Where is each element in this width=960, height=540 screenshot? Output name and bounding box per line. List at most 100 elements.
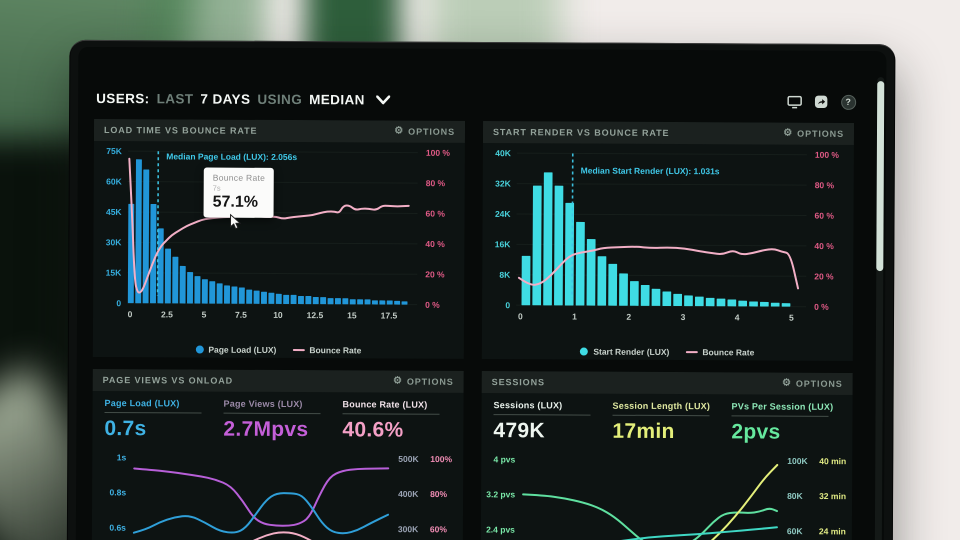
header-segment: LAST bbox=[156, 90, 194, 106]
gear-icon: ⚙ bbox=[783, 127, 794, 139]
header-icon-group: ? bbox=[786, 94, 856, 110]
svg-text:40K: 40K bbox=[495, 148, 512, 158]
sessions-line bbox=[598, 526, 778, 540]
legend-line-icon bbox=[292, 349, 305, 352]
help-icon[interactable]: ? bbox=[840, 94, 856, 110]
dashboard-screen: USERS: LAST 7 DAYS USING MEDIAN bbox=[75, 46, 887, 540]
options-button[interactable]: ⚙ OPTIONS bbox=[394, 126, 456, 137]
metric-value: 2.7Mpvs bbox=[223, 417, 309, 442]
svg-text:45K: 45K bbox=[106, 207, 123, 217]
legend-item: Bounce Rate bbox=[685, 347, 754, 357]
chart-legend: Page Load (LUX) Bounce Rate bbox=[93, 344, 464, 356]
svg-text:5: 5 bbox=[202, 310, 207, 320]
svg-text:4 pvs: 4 pvs bbox=[494, 454, 516, 464]
svg-text:0: 0 bbox=[128, 309, 133, 319]
metric-page-views: Page Views (LUX) 2.7Mpvs bbox=[223, 399, 332, 443]
svg-text:5: 5 bbox=[789, 313, 794, 323]
svg-text:24K: 24K bbox=[495, 209, 512, 219]
svg-text:0: 0 bbox=[116, 298, 121, 308]
scrollbar-thumb[interactable] bbox=[876, 81, 885, 272]
svg-text:7.5: 7.5 bbox=[235, 310, 247, 320]
panel-load-time-vs-bounce-rate: LOAD TIME VS BOUNCE RATE ⚙ OPTIONS Bounc… bbox=[92, 118, 466, 359]
svg-text:30K: 30K bbox=[106, 237, 123, 247]
header-segment: MEDIAN bbox=[309, 91, 365, 107]
start-render-chart[interactable]: 40K 100 % 32K 80 % 24K 60 % 16K 40 % 8K 20 % 0 0 % 0… bbox=[482, 143, 854, 361]
gear-icon: ⚙ bbox=[781, 377, 792, 389]
page-views-line bbox=[133, 467, 390, 527]
svg-text:20 %: 20 % bbox=[425, 269, 445, 279]
metric-label: Session Length (LUX) bbox=[612, 400, 711, 412]
svg-text:300K: 300K bbox=[398, 524, 419, 534]
metric-value: 0.7s bbox=[104, 417, 147, 441]
metric-divider bbox=[612, 414, 710, 417]
session-length-line bbox=[521, 463, 779, 540]
svg-text:20 %: 20 % bbox=[814, 271, 834, 281]
metric-bounce-rate: Bounce Rate (LUX) 40.6% bbox=[342, 399, 451, 443]
svg-text:2.4 pvs: 2.4 pvs bbox=[486, 525, 515, 535]
panel-sessions: SESSIONS ⚙ OPTIONS Sessions (LUX) 479K bbox=[480, 371, 853, 540]
svg-text:10: 10 bbox=[273, 310, 283, 320]
metric-pvs-per-session: PVs Per Session (LUX) 2pvs bbox=[731, 401, 840, 445]
legend-line-icon bbox=[685, 351, 698, 354]
scrollbar-track[interactable] bbox=[874, 77, 885, 540]
metrics-row: Sessions (LUX) 479K Session Length (LUX)… bbox=[481, 393, 852, 445]
legend-dot-icon bbox=[580, 347, 589, 356]
svg-text:24 min: 24 min bbox=[819, 526, 846, 536]
panel-header: PAGE VIEWS VS ONLOAD ⚙ OPTIONS bbox=[92, 368, 464, 393]
bounce-rate-line bbox=[188, 531, 389, 540]
legend-item: Bounce Rate bbox=[292, 345, 361, 355]
legend-label: Start Render (LUX) bbox=[593, 346, 670, 357]
chart-tooltip: Bounce Rate 7s 57.1% bbox=[203, 167, 275, 218]
page-views-sparkline-chart[interactable]: 1s 0.8s 0.6s 500K 100% 400K 80% 300K 60% bbox=[92, 441, 464, 540]
options-label: OPTIONS bbox=[797, 128, 845, 139]
legend-item: Start Render (LUX) bbox=[580, 347, 669, 357]
legend-item: Page Load (LUX) bbox=[195, 345, 276, 355]
svg-text:Median Page Load (LUX): 2.056s: Median Page Load (LUX): 2.056s bbox=[166, 151, 297, 162]
legend-label: Bounce Rate bbox=[309, 345, 362, 356]
mouse-cursor-icon bbox=[229, 213, 242, 235]
svg-text:12.5: 12.5 bbox=[307, 310, 324, 320]
display-icon[interactable] bbox=[786, 94, 802, 110]
svg-text:80 %: 80 % bbox=[815, 180, 835, 190]
load-time-chart[interactable]: Bounce Rate 7s 57.1% 75K 100 % 60K 80 % 45K 6… bbox=[93, 141, 465, 359]
svg-text:17.5: 17.5 bbox=[381, 310, 398, 320]
svg-text:0.8s: 0.8s bbox=[110, 487, 127, 497]
svg-text:0 %: 0 % bbox=[425, 300, 440, 310]
svg-text:15K: 15K bbox=[106, 268, 123, 278]
options-button[interactable]: ⚙ OPTIONS bbox=[393, 376, 454, 387]
svg-text:100 %: 100 % bbox=[426, 148, 451, 158]
metric-page-load: Page Load (LUX) 0.7s bbox=[104, 398, 213, 442]
metric-label: Sessions (LUX) bbox=[493, 400, 563, 411]
svg-text:60K: 60K bbox=[106, 176, 123, 186]
pvs-per-session-line bbox=[522, 493, 779, 540]
chart-canvas: 40K 100 % 32K 80 % 24K 60 % 16K 40 % 8K 20 % 0 0 % 0… bbox=[495, 148, 840, 323]
svg-text:0.6s: 0.6s bbox=[109, 523, 126, 533]
laptop-screen: USERS: LAST 7 DAYS USING MEDIAN bbox=[66, 39, 896, 540]
help-glyph: ? bbox=[840, 94, 856, 110]
users-period-dropdown[interactable]: USERS: LAST 7 DAYS USING MEDIAN bbox=[96, 90, 390, 107]
metric-label: Page Load (LUX) bbox=[104, 398, 180, 409]
svg-text:1s: 1s bbox=[117, 452, 127, 462]
svg-text:3: 3 bbox=[681, 312, 686, 322]
metric-session-length: Session Length (LUX) 17min bbox=[612, 401, 721, 445]
svg-text:400K: 400K bbox=[398, 489, 419, 499]
dashboard-header: USERS: LAST 7 DAYS USING MEDIAN bbox=[96, 85, 856, 115]
options-button[interactable]: ⚙ OPTIONS bbox=[781, 377, 843, 389]
svg-text:100%: 100% bbox=[430, 454, 452, 464]
tooltip-value: 57.1% bbox=[212, 193, 259, 211]
legend-label: Bounce Rate bbox=[702, 347, 755, 358]
svg-text:2: 2 bbox=[626, 312, 631, 322]
svg-text:60 %: 60 % bbox=[426, 209, 446, 219]
sessions-sparkline-chart[interactable]: 4 pvs 3.2 pvs 2.4 pvs 100K 40 min 80K 32 min 60… bbox=[480, 443, 852, 540]
metric-value: 2pvs bbox=[731, 420, 781, 444]
share-icon[interactable] bbox=[813, 94, 829, 110]
options-button[interactable]: ⚙ OPTIONS bbox=[783, 127, 845, 139]
svg-text:80 %: 80 % bbox=[426, 178, 446, 188]
options-label: OPTIONS bbox=[408, 126, 456, 137]
metric-label: Bounce Rate (LUX) bbox=[342, 399, 428, 410]
tooltip-series-label: Bounce Rate bbox=[212, 172, 266, 183]
svg-text:80%: 80% bbox=[430, 489, 448, 499]
header-segment: USERS: bbox=[96, 90, 150, 106]
header-segment: USING bbox=[257, 91, 303, 107]
sparkline-canvas: 4 pvs 3.2 pvs 2.4 pvs 100K 40 min 80K 32 min 60… bbox=[486, 454, 846, 540]
